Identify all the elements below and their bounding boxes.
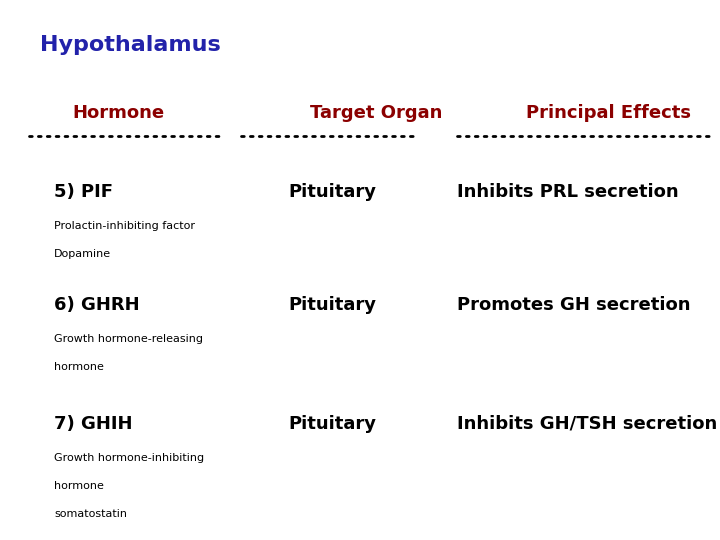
Text: 7) GHIH: 7) GHIH	[54, 415, 132, 433]
Text: somatostatin: somatostatin	[54, 509, 127, 519]
Text: Growth hormone-inhibiting: Growth hormone-inhibiting	[54, 453, 204, 463]
Text: Principal Effects: Principal Effects	[526, 104, 690, 122]
Text: Inhibits PRL secretion: Inhibits PRL secretion	[457, 183, 679, 201]
Text: Hormone: Hormone	[72, 104, 164, 122]
Text: 5) PIF: 5) PIF	[54, 183, 113, 201]
Text: hormone: hormone	[54, 362, 104, 372]
Text: hormone: hormone	[54, 481, 104, 491]
Text: Prolactin-inhibiting factor: Prolactin-inhibiting factor	[54, 221, 195, 232]
Text: Target Organ: Target Organ	[310, 104, 442, 122]
Text: Pituitary: Pituitary	[288, 183, 376, 201]
Text: Pituitary: Pituitary	[288, 415, 376, 433]
Text: Hypothalamus: Hypothalamus	[40, 35, 220, 55]
Text: Promotes GH secretion: Promotes GH secretion	[457, 296, 690, 314]
Text: Pituitary: Pituitary	[288, 296, 376, 314]
Text: Inhibits GH/TSH secretion: Inhibits GH/TSH secretion	[457, 415, 717, 433]
Text: 6) GHRH: 6) GHRH	[54, 296, 140, 314]
Text: Growth hormone-releasing: Growth hormone-releasing	[54, 334, 203, 344]
Text: Dopamine: Dopamine	[54, 249, 111, 260]
